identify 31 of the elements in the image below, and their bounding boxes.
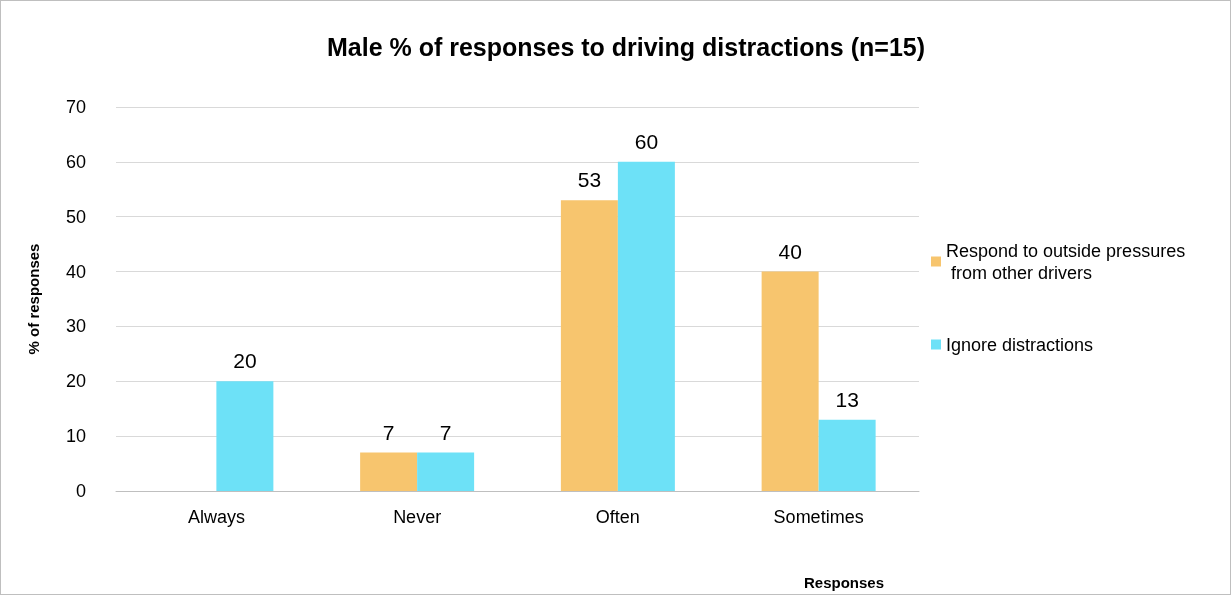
x-tick-label: Sometimes <box>773 507 864 527</box>
data-label: 60 <box>634 129 659 153</box>
y-tick-label: 20 <box>65 371 86 392</box>
data-label: 13 <box>835 387 859 411</box>
y-tick-label: 30 <box>65 316 86 337</box>
x-tick-label: Often <box>595 507 640 527</box>
x-axis-title: Responses <box>804 574 885 591</box>
y-tick-label: 0 <box>75 481 86 501</box>
bar <box>761 271 819 491</box>
x-tick-label: Always <box>187 507 245 527</box>
data-label: 7 <box>439 420 452 444</box>
bar <box>818 419 876 491</box>
bar <box>417 452 475 491</box>
data-label: 53 <box>577 168 602 192</box>
y-tick-label: 40 <box>65 261 86 282</box>
data-label: 40 <box>778 239 802 263</box>
data-label: 20 <box>233 349 257 373</box>
chart-title: Male % of responses to driving distractions (n=15) <box>326 32 926 61</box>
y-tick-label: 50 <box>65 206 86 227</box>
legend-label: Respond to outside pressures from other drivers <box>946 240 1186 283</box>
y-tick-label: 60 <box>65 151 86 172</box>
legend-label: Ignore distractions <box>946 334 1094 355</box>
bar <box>617 161 675 491</box>
bar <box>560 200 618 491</box>
bar <box>216 381 274 491</box>
y-axis-title: % of responses <box>25 243 42 355</box>
y-tick-label: 10 <box>65 426 86 447</box>
data-label: 7 <box>382 420 395 444</box>
x-tick-label: Never <box>393 507 442 527</box>
y-tick-label: 70 <box>65 97 86 117</box>
bar <box>360 452 418 491</box>
